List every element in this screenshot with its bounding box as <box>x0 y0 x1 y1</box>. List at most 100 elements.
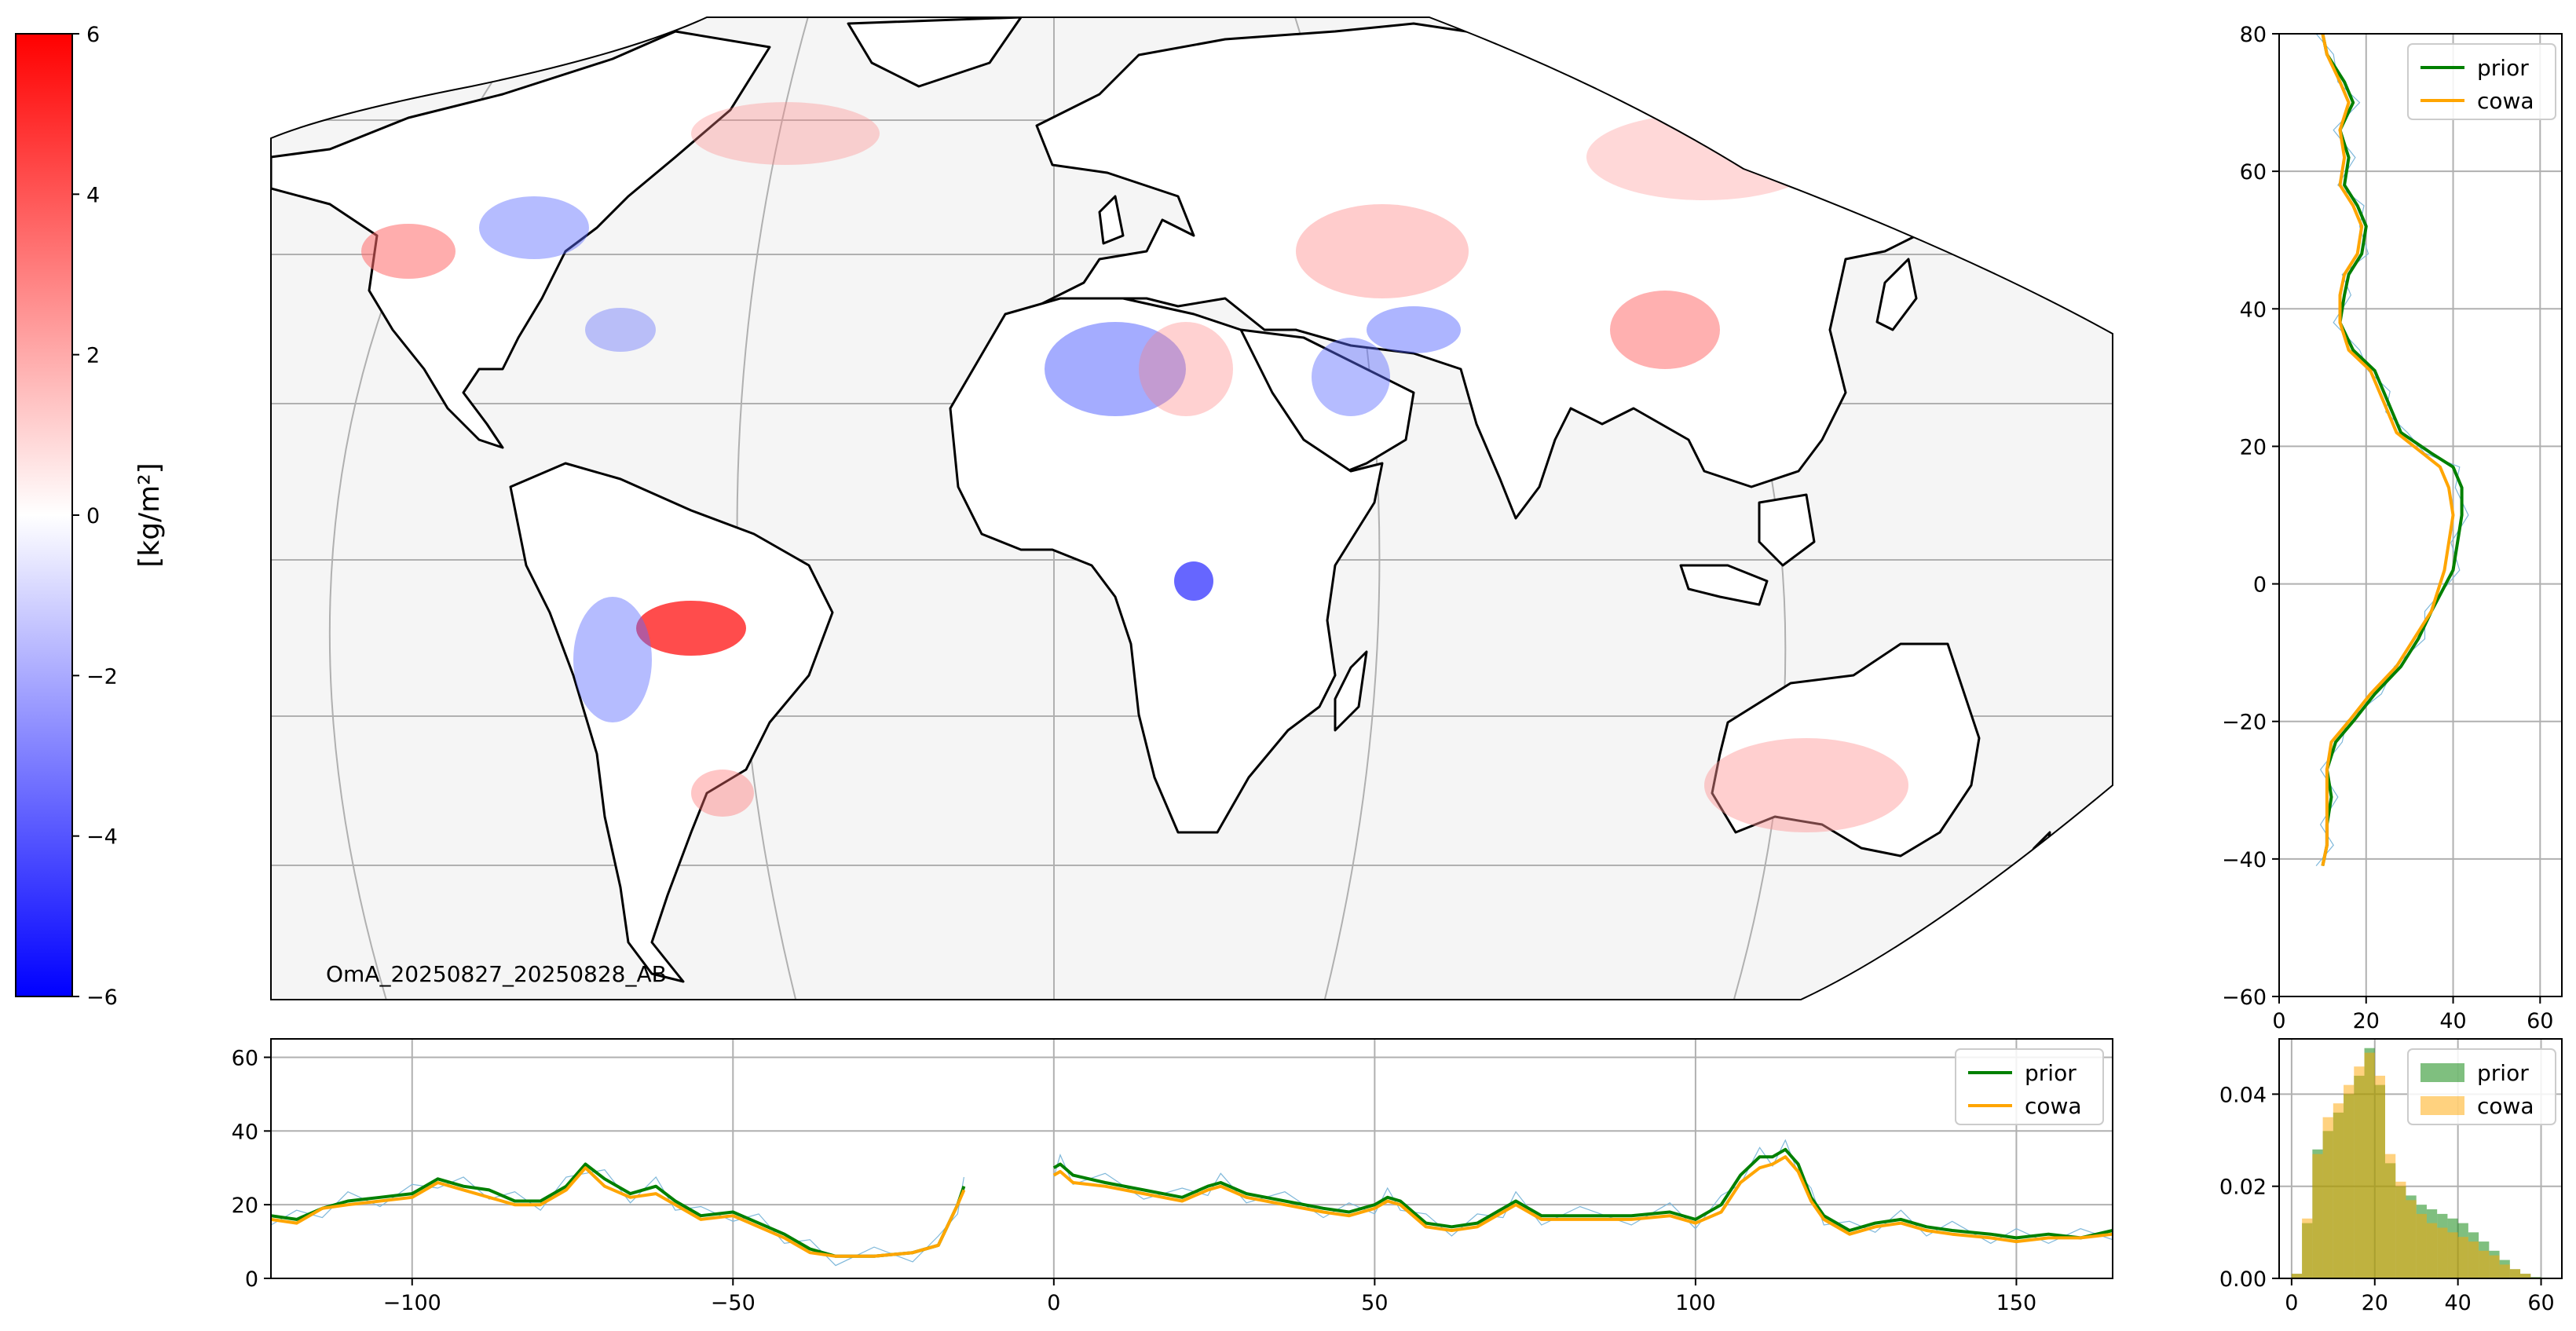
legend-label-cowa: cowa <box>2477 1093 2534 1119</box>
map-land <box>271 17 2051 983</box>
colorbar-tick-label: 2 <box>86 344 100 368</box>
colorbar-ticks: 6 4 2 0 −2 −4 −6 <box>72 23 118 1010</box>
raw-trace <box>270 1168 964 1267</box>
hist-bar-cowa <box>2468 1241 2479 1278</box>
y-tick-label: 0.00 <box>2219 1267 2267 1292</box>
x-tick-label: 150 <box>1996 1291 2037 1315</box>
hist-bar-cowa <box>2489 1255 2500 1278</box>
legend-label-cowa: cowa <box>2025 1093 2082 1119</box>
series-line-prior <box>270 1162 966 1258</box>
map-annotation: OmA_20250827_20250828_AB <box>326 961 667 987</box>
histogram-panel: 0 20 40 60 0.00 0.02 0.04 prior cowa <box>2219 1038 2563 1315</box>
x-tick-label: 0 <box>1047 1291 1060 1315</box>
series-line-prior <box>1052 1147 2113 1240</box>
legend-label-prior: prior <box>2477 1060 2529 1086</box>
colorbar-tick-label: 0 <box>86 504 100 528</box>
hist-bar-cowa <box>2457 1237 2468 1278</box>
colorbar: 6 4 2 0 −2 −4 −6 [kg/m²] <box>15 23 166 1010</box>
right-line-panel: 0 20 40 60 80 60 40 20 0 −20 −40 −60 prior cowa <box>2222 23 2563 1033</box>
raw-trace <box>2315 33 2469 866</box>
colorbar-tick-label: −4 <box>86 825 118 850</box>
y-tick-label: 0 <box>2253 573 2267 598</box>
x-tick-label: 60 <box>2527 1009 2553 1033</box>
bottom-line-panel: −100 −50 0 50 100 150 0 20 40 60 prior cowa <box>232 1038 2113 1315</box>
hist-bar-cowa <box>2364 1052 2375 1278</box>
colorbar-gradient <box>15 33 73 997</box>
x-tick-label: −50 <box>711 1291 756 1315</box>
hist-bar-cowa <box>2344 1084 2355 1278</box>
axes-frame <box>2278 33 2563 997</box>
hist-bar-cowa <box>2447 1232 2458 1278</box>
hist-bar-cowa <box>2406 1200 2417 1278</box>
colorbar-tick-label: −2 <box>86 664 118 689</box>
series-line-cowa <box>1052 1155 2113 1244</box>
borneo <box>1758 493 1816 567</box>
x-tick-label: 40 <box>2444 1291 2471 1315</box>
legend-swatch-cowa <box>2420 1096 2464 1115</box>
madagascar <box>1334 650 1368 732</box>
y-tick-label: −20 <box>2222 711 2267 735</box>
hist-bar-cowa <box>2520 1274 2531 1278</box>
legend-swatch-prior <box>2420 1063 2464 1082</box>
colorbar-label: [kg/m²] <box>134 463 166 567</box>
eurasia <box>1019 22 1918 520</box>
x-tick-label: 40 <box>2439 1009 2466 1033</box>
hist-bar-cowa <box>2479 1250 2490 1278</box>
y-tick-label: 20 <box>232 1194 258 1218</box>
map-outline <box>270 16 2113 1000</box>
y-tick-label: 40 <box>232 1120 258 1144</box>
legend-label-prior: prior <box>2025 1060 2077 1086</box>
x-tick-label: 20 <box>2362 1291 2388 1315</box>
hist-bar-cowa <box>2291 1274 2303 1278</box>
hist-bar-cowa <box>2322 1117 2333 1278</box>
hist-bar-cowa <box>2302 1218 2313 1278</box>
y-tick-label: 80 <box>2240 23 2267 47</box>
colorbar-tick-label: 6 <box>86 23 100 47</box>
y-tick-label: −40 <box>2222 848 2267 872</box>
hist-bar-cowa <box>2312 1154 2323 1278</box>
north-america <box>271 30 771 449</box>
y-tick-label: 0 <box>245 1267 258 1292</box>
x-tick-label: 0 <box>2272 1009 2285 1033</box>
map-panel: OmA_20250827_20250828_AB <box>270 16 2113 1000</box>
australia <box>1711 642 1981 857</box>
y-tick-label: 40 <box>2240 298 2267 322</box>
axes-frame <box>270 1038 2113 1279</box>
map-anomalies <box>361 102 1908 832</box>
colorbar-tick-label: −6 <box>86 985 118 1010</box>
y-tick-label: 20 <box>2240 435 2267 459</box>
colorbar-tick-label: 4 <box>86 183 100 207</box>
hist-bar-cowa <box>2499 1264 2510 1278</box>
hist-bar-cowa <box>2333 1103 2344 1278</box>
japan <box>1875 258 1918 331</box>
hist-bar-cowa <box>2385 1154 2396 1278</box>
y-tick-label: 0.02 <box>2219 1176 2267 1200</box>
africa <box>949 297 1384 834</box>
hist-bar-cowa <box>2426 1223 2438 1278</box>
hist-bar-cowa <box>2354 1066 2365 1278</box>
y-tick-label: 60 <box>2240 160 2267 185</box>
y-tick-label: 0.04 <box>2219 1083 2267 1107</box>
hist-bar-cowa <box>2509 1269 2521 1278</box>
series-line-cowa <box>2321 33 2455 867</box>
axes-frame <box>2278 1038 2563 1279</box>
uk <box>1098 195 1125 245</box>
x-tick-label: 60 <box>2527 1291 2554 1315</box>
raw-trace <box>1053 1139 2113 1245</box>
south-america <box>509 462 834 983</box>
x-tick-label: −100 <box>383 1291 441 1315</box>
x-tick-label: 50 <box>1361 1291 1388 1315</box>
y-tick-label: 60 <box>232 1046 258 1070</box>
indonesia <box>1679 564 1769 606</box>
hist-bar-cowa <box>2437 1227 2448 1278</box>
legend-label-prior: prior <box>2477 55 2529 81</box>
legend-label-cowa: cowa <box>2477 88 2534 114</box>
y-tick-label: −60 <box>2222 985 2267 1010</box>
x-tick-label: 20 <box>2353 1009 2380 1033</box>
series-line-cowa <box>270 1166 966 1258</box>
hist-bar-cowa <box>2416 1213 2427 1278</box>
greenland <box>847 17 1023 88</box>
hist-bar-cowa <box>2374 1075 2385 1278</box>
hist-bar-cowa <box>2395 1181 2406 1278</box>
